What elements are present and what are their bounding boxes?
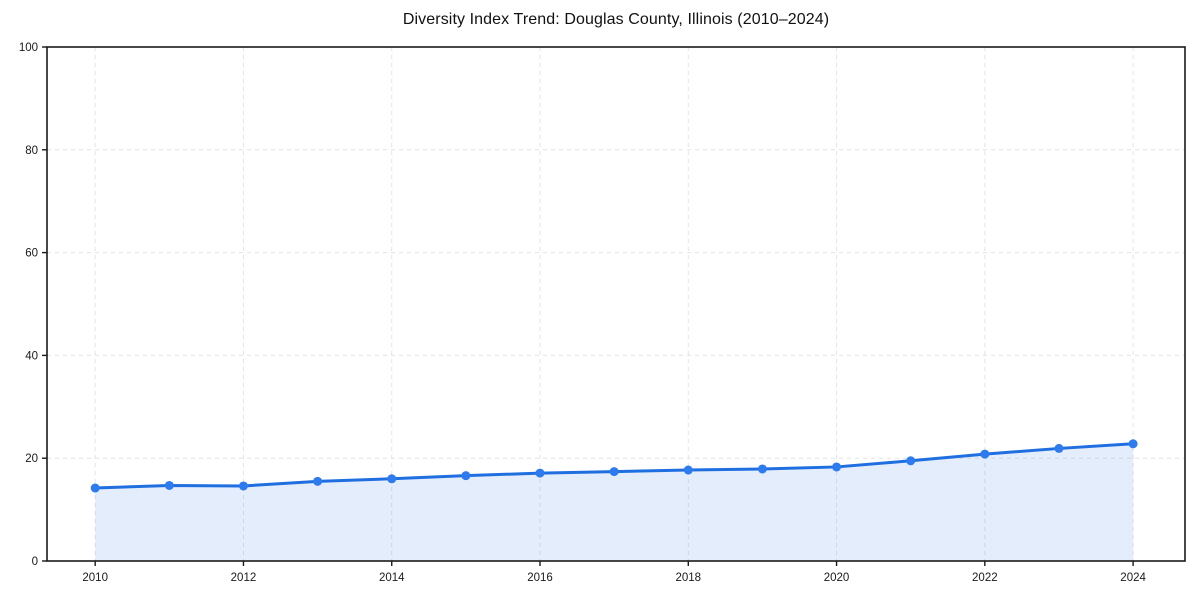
area-fill [95,443,1134,561]
data-point-marker [238,481,248,491]
x-tick-label: 2010 [82,572,108,584]
x-tick-label: 2022 [972,572,998,584]
data-point-marker [757,464,767,474]
data-point-marker [535,468,545,478]
data-point-marker [1054,443,1064,453]
y-tick-label: 20 [25,453,38,465]
data-point-marker [90,483,100,493]
data-point-marker [313,476,323,486]
data-point-marker [1128,439,1138,449]
data-point-marker [906,456,916,466]
data-point-marker [832,462,842,472]
data-point-marker [683,465,693,475]
x-tick-label: 2018 [675,572,701,584]
plot-frame [46,46,1186,562]
y-tick-label: 0 [32,556,38,568]
data-point-marker [980,449,990,459]
data-point-marker [387,474,397,484]
y-tick-label: 60 [25,248,38,260]
y-tick-label: 100 [19,42,38,54]
x-tick-label: 2020 [824,572,850,584]
y-tick-label: 40 [25,350,38,362]
x-tick-label: 2014 [379,572,405,584]
x-tick-label: 2024 [1120,572,1146,584]
chart-title: Diversity Index Trend: Douglas County, I… [402,11,830,28]
data-point-marker [609,467,619,477]
x-tick-label: 2012 [231,572,257,584]
data-point-marker [461,471,471,481]
x-tick-label: 2016 [527,572,553,584]
y-tick-label: 80 [25,145,38,157]
data-point-marker [164,480,174,490]
